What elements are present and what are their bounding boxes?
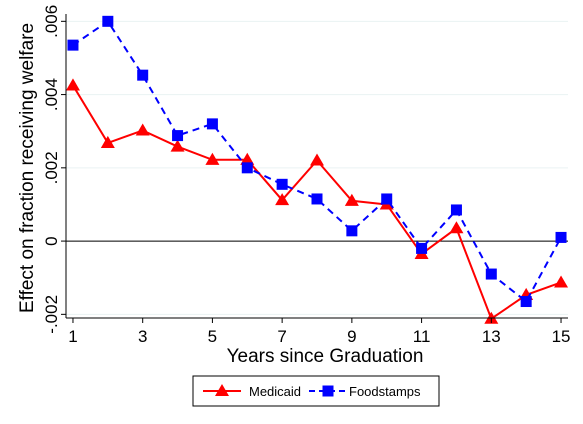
y-tick-label-3: .004 [42,78,61,111]
legend-label-foodstamps: Foodstamps [349,384,421,399]
medicaid-point-7 [275,193,290,206]
y-axis-title: Effect on fraction receiving welfare [17,23,38,313]
medicaid-point-1 [65,78,80,91]
medicaid-point-8 [310,153,324,166]
data-series [65,15,569,324]
series-medicaid [65,78,569,324]
foodstamps-point-5 [206,118,218,130]
x-tick-label-6: 13 [482,327,501,346]
foodstamps-point-6 [241,162,253,174]
y-tick-label-4: .006 [42,5,61,38]
medicaid-point-4 [170,139,185,152]
x-axis-title: Years since Graduation [227,346,424,367]
legend-marker-medicaid [215,384,229,397]
legend: Medicaid Foodstamps [192,375,440,407]
legend-label-medicaid: Medicaid [249,384,301,399]
medicaid-point-15 [554,275,569,288]
series-line-foodstamps [72,19,562,304]
foodstamps-point-4 [172,130,184,142]
medicaid-point-6 [240,152,255,165]
medicaid-point-5 [205,152,220,165]
x-tick-label-7: 15 [552,327,571,346]
medicaid-point-2 [100,135,115,148]
x-tick-label-3: 7 [277,327,286,346]
foodstamps-point-10 [381,193,393,205]
medicaid-point-3 [135,123,150,136]
y-tick-label-2: .002 [42,151,61,184]
x-tick-label-0: 1 [68,327,77,346]
y-tick-label-0: -.002 [42,295,61,334]
foodstamps-point-2 [102,15,114,27]
medicaid-point-9 [344,193,359,206]
y-tick-label-1: 0 [42,236,61,245]
x-tick-label-4: 9 [347,327,356,346]
foodstamps-point-9 [346,225,358,237]
foodstamps-point-1 [67,39,79,51]
x-tick-label-5: 11 [413,327,431,346]
x-tick-label-2: 5 [208,327,217,346]
foodstamps-point-11 [416,242,428,254]
foodstamps-point-15 [555,231,567,243]
series-foodstamps [67,15,567,308]
foodstamps-point-8 [311,193,323,205]
axes [61,14,568,323]
foodstamps-point-13 [485,268,497,280]
foodstamps-point-3 [137,69,149,81]
medicaid-point-12 [449,221,464,234]
x-tick-label-1: 3 [138,327,147,346]
foodstamps-point-7 [276,178,288,190]
legend-marker-foodstamps [322,385,334,397]
foodstamps-point-14 [520,296,532,308]
foodstamps-point-12 [450,204,462,216]
